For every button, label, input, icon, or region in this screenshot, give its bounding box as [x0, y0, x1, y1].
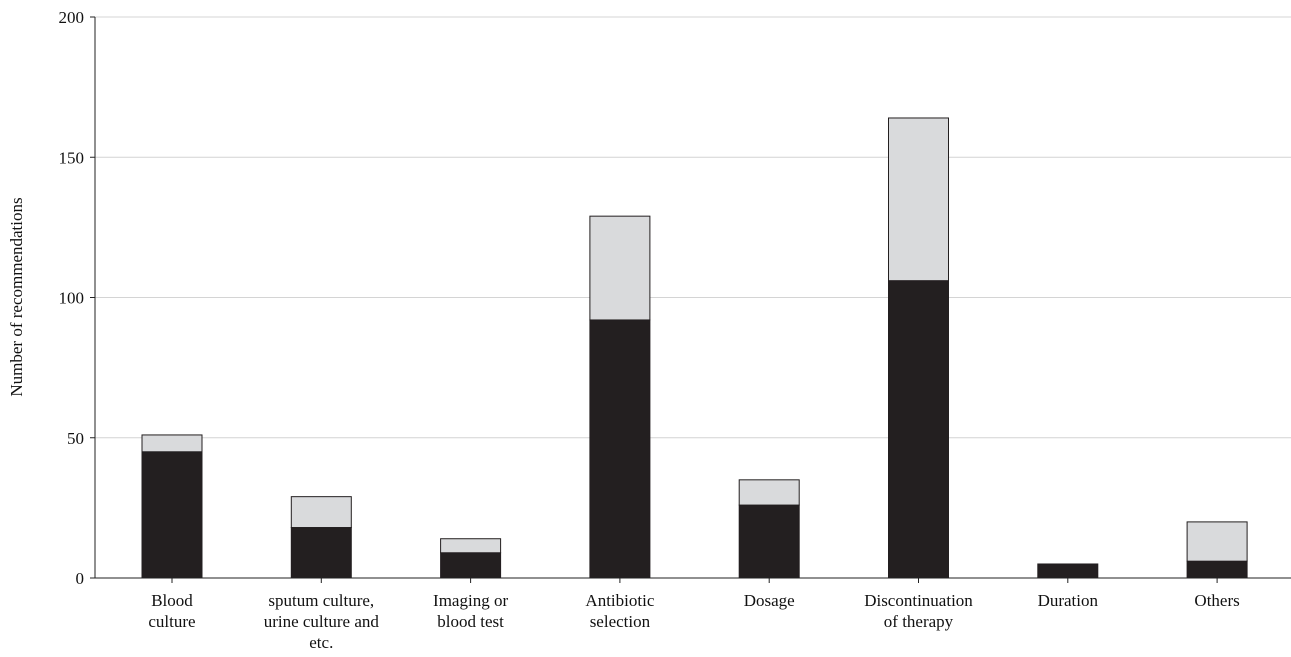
- x-tick-label: Duration: [1038, 591, 1099, 610]
- x-tick-labels: Blood culture sputum culture, urine culture…: [148, 591, 1239, 652]
- bar-segment-series-1: [589, 319, 651, 579]
- bar-segment-series-2: [290, 496, 352, 529]
- y-tick-label: 0: [76, 569, 85, 588]
- bar-segment-series-1: [440, 552, 502, 579]
- bar-segment-series-2: [888, 117, 949, 282]
- x-tick-label: Dosage: [744, 591, 795, 610]
- y-tick-labels: 0 50 100 150 200: [59, 8, 85, 588]
- bars: [141, 117, 1248, 579]
- y-tick-label: 100: [59, 289, 85, 308]
- bar-segment-series-1: [738, 504, 800, 579]
- gridlines: [95, 16, 1291, 439]
- x-tick-label: Antibiotic selection: [585, 591, 654, 631]
- bar-segment-series-2: [738, 479, 800, 506]
- bar-segment-series-1: [290, 527, 352, 579]
- bar-segment-series-1: [888, 280, 949, 579]
- y-axis-title: Number of recommendations: [7, 197, 26, 396]
- bar-segment-series-1: [1037, 563, 1099, 579]
- axes: [90, 16, 1291, 583]
- x-tick-label: Others: [1194, 591, 1239, 610]
- bar-segment-series-2: [141, 434, 203, 453]
- bar-segment-series-2: [1186, 521, 1248, 562]
- bar-segment-series-1: [1186, 560, 1248, 579]
- y-tick-label: 200: [59, 8, 85, 27]
- bar-segment-series-1: [141, 451, 203, 579]
- x-tick-label: sputum culture, urine culture and etc.: [264, 591, 380, 652]
- x-tick-label: Blood culture: [148, 591, 195, 631]
- y-tick-label: 50: [67, 429, 84, 448]
- bar-segment-series-2: [589, 215, 651, 321]
- bar-segment-series-2: [440, 538, 502, 554]
- x-tick-label: Discontinuation of therapy: [864, 591, 973, 631]
- y-tick-label: 150: [59, 148, 85, 167]
- x-tick-label: Imaging or blood test: [433, 591, 508, 631]
